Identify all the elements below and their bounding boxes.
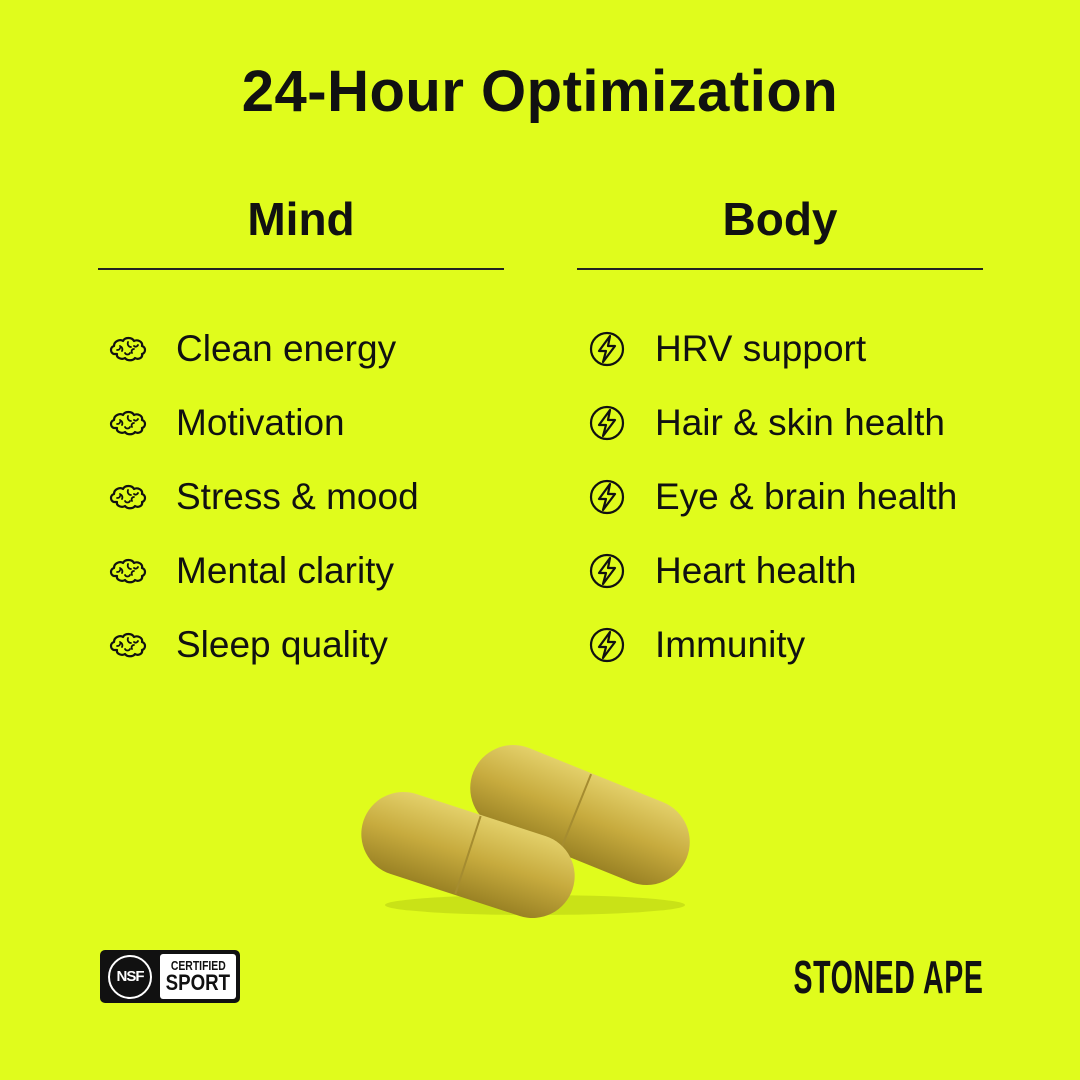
mind-divider <box>98 268 504 270</box>
list-item-label: Stress & mood <box>176 476 419 517</box>
body-heading: Body <box>722 193 838 245</box>
badge-line2: SPORT <box>165 970 231 995</box>
list-item-label: HRV support <box>655 328 867 369</box>
mind-list: Clean energy Motivation Stress & mood Menta… <box>108 312 419 682</box>
lightning-circle-icon <box>587 551 627 591</box>
body-divider <box>577 268 983 270</box>
list-item-label: Clean energy <box>176 328 397 369</box>
list-item: Motivation <box>108 386 419 460</box>
list-item-label: Eye & brain health <box>655 476 958 517</box>
body-list: HRV support Hair & skin health Eye & brain… <box>587 312 957 682</box>
list-item: Sleep quality <box>108 608 419 682</box>
capsules-image <box>361 745 690 919</box>
list-item-label: Heart health <box>655 550 857 591</box>
list-item-label: Hair & skin health <box>655 402 945 443</box>
brain-icon <box>108 329 148 369</box>
list-item: Mental clarity <box>108 534 419 608</box>
nsf-certified-sport-badge: NSF CERTIFIED SPORT <box>100 950 240 1003</box>
list-item: HRV support <box>587 312 957 386</box>
list-item: Eye & brain health <box>587 460 957 534</box>
page-title: 24-Hour Optimization <box>241 59 839 124</box>
list-item: Immunity <box>587 608 957 682</box>
brain-icon <box>108 477 148 517</box>
nsf-logo: NSF <box>108 954 152 999</box>
lightning-circle-icon <box>587 477 627 517</box>
brain-icon <box>108 551 148 591</box>
list-item: Heart health <box>587 534 957 608</box>
list-item: Clean energy <box>108 312 419 386</box>
list-item: Stress & mood <box>108 460 419 534</box>
brain-icon <box>108 403 148 443</box>
list-item-label: Motivation <box>176 402 345 443</box>
mind-heading: Mind <box>247 193 355 245</box>
lightning-circle-icon <box>587 625 627 665</box>
brand-logo: STONED APE <box>793 951 984 1003</box>
lightning-circle-icon <box>587 403 627 443</box>
list-item-label: Sleep quality <box>176 624 388 665</box>
brain-icon <box>108 625 148 665</box>
list-item-label: Mental clarity <box>176 550 394 591</box>
badge-line1: CERTIFIED <box>170 958 226 973</box>
list-item-label: Immunity <box>655 624 806 665</box>
list-item: Hair & skin health <box>587 386 957 460</box>
lightning-circle-icon <box>587 329 627 369</box>
